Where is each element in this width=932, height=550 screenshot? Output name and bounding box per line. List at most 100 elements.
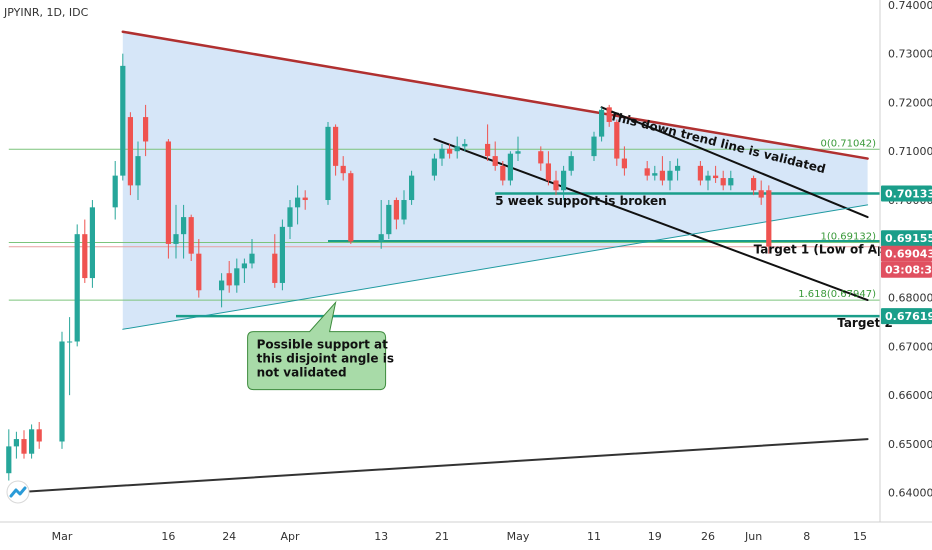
candle-body — [188, 217, 194, 254]
candle-body — [249, 253, 255, 264]
price-badge — [881, 245, 932, 262]
y-tick-label: 0.71000 — [888, 145, 932, 158]
x-tick-label: 15 — [853, 530, 867, 543]
candle — [507, 151, 513, 186]
price-badge-label: 0.69155 — [885, 232, 932, 245]
candle-body — [454, 146, 460, 152]
candle — [226, 261, 232, 293]
y-tick-label: 0.68000 — [888, 292, 932, 305]
y-tick-label: 0.73000 — [888, 48, 932, 61]
candle — [21, 430, 27, 459]
candle — [644, 160, 650, 181]
price-badge-label: 0.69043 — [885, 248, 932, 261]
x-tick-label: May — [507, 530, 530, 543]
x-tick-label: 11 — [587, 530, 601, 543]
candle-body — [492, 156, 498, 166]
callout-line: this disjoint angle is — [257, 352, 394, 366]
candle — [386, 200, 392, 240]
candle — [454, 136, 460, 159]
candle-body — [165, 141, 171, 244]
candle — [614, 119, 620, 166]
candle — [401, 190, 407, 225]
candle — [758, 180, 764, 205]
candle-body — [340, 165, 346, 174]
candle-body — [614, 121, 620, 159]
candle-body — [728, 178, 734, 186]
candle-body — [6, 446, 12, 474]
trendline-long-trendline — [7, 438, 869, 494]
candle-body — [409, 175, 415, 201]
y-tick-label: 0.67000 — [888, 340, 932, 353]
trendline-validated-downtrend — [600, 106, 869, 219]
candle — [462, 139, 468, 152]
countdown-label: 03:08:32 — [885, 264, 932, 277]
candle-body — [29, 429, 35, 454]
x-tick-label: Jun — [744, 530, 762, 543]
candle-body — [393, 200, 399, 220]
candle — [340, 156, 346, 181]
candle-body — [143, 117, 149, 142]
candle — [591, 131, 597, 161]
candle-body — [120, 65, 126, 176]
candle-body — [241, 263, 247, 269]
candle-body — [599, 109, 605, 137]
x-tick-label: Apr — [280, 530, 300, 543]
candle — [295, 185, 301, 225]
candle — [219, 273, 225, 308]
candle — [59, 331, 65, 449]
price-badge-label: 0.70133 — [885, 188, 932, 201]
candle-body — [644, 168, 650, 176]
candle — [241, 258, 247, 283]
fib-label: 1.618(0.67947) — [798, 289, 876, 300]
candle — [431, 153, 437, 181]
candle — [659, 156, 665, 186]
candle — [67, 317, 73, 396]
lines-layer: 0(0.71042) 1(0.69132) 1.618(0.67947) — [7, 30, 880, 494]
x-tick-label: 16 — [161, 530, 175, 543]
candle — [287, 200, 293, 240]
price-badge — [881, 308, 932, 325]
candle-body — [553, 180, 559, 191]
candle — [500, 160, 506, 186]
trendline-triangle-lower-edge — [122, 204, 869, 330]
candle-body — [705, 175, 711, 181]
callout-box — [247, 300, 387, 391]
candle-body — [181, 217, 187, 235]
candle — [302, 190, 308, 210]
y-tick-label: 0.64000 — [888, 487, 932, 500]
trendline-red-downtrend — [121, 30, 869, 160]
candle-body — [67, 341, 73, 343]
chart-title: JPYINR, 1D, IDC — [3, 6, 89, 19]
candle-body — [89, 207, 95, 279]
candle — [13, 431, 19, 459]
candle — [652, 165, 658, 181]
candle — [545, 151, 551, 186]
candle — [74, 224, 80, 347]
candle-body — [325, 126, 331, 201]
candle — [6, 429, 12, 481]
candle — [561, 165, 567, 201]
candle — [568, 151, 574, 176]
candle-body — [135, 156, 141, 186]
candle-body — [196, 253, 202, 291]
candle — [621, 146, 627, 176]
candle — [333, 124, 339, 176]
candle — [675, 158, 681, 181]
candle-body — [500, 165, 506, 181]
candle-body — [431, 158, 437, 176]
x-tick-label: 8 — [803, 530, 810, 543]
callout-line: not validated — [257, 366, 347, 380]
candle-body — [302, 197, 308, 201]
candle-body — [401, 200, 407, 220]
trendline-lower-channel — [433, 138, 869, 302]
candle — [697, 160, 703, 186]
candle-body — [766, 190, 772, 247]
y-tick-label: 0.65000 — [888, 438, 932, 451]
candle — [127, 112, 133, 196]
candle — [36, 421, 42, 449]
candle-body — [561, 170, 567, 191]
candle-body — [697, 165, 703, 181]
candle-body — [447, 148, 453, 154]
